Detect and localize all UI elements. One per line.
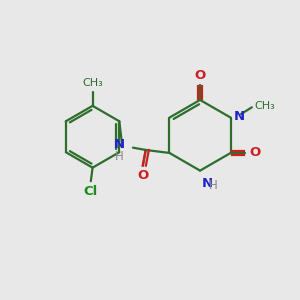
Text: N: N [202, 177, 213, 190]
Text: O: O [249, 146, 260, 159]
Text: O: O [194, 69, 206, 82]
Text: O: O [137, 169, 148, 182]
Text: N: N [114, 139, 125, 152]
Text: N: N [234, 110, 245, 123]
Text: CH₃: CH₃ [254, 101, 275, 111]
Text: CH₃: CH₃ [82, 78, 103, 88]
Text: Cl: Cl [83, 185, 98, 198]
Text: H: H [209, 179, 218, 192]
Text: H: H [116, 150, 124, 163]
